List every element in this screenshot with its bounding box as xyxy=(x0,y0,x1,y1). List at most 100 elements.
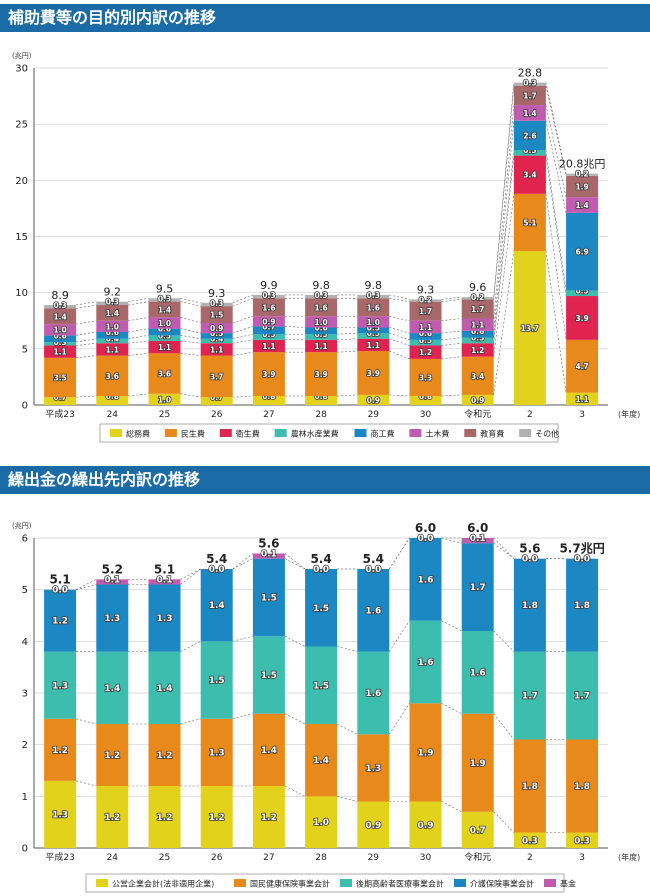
chart1-y-tick-label: 25 xyxy=(15,120,28,131)
chart2-connector-line xyxy=(493,542,515,559)
chart2-connector-line xyxy=(76,584,97,590)
chart1-connector-line xyxy=(389,297,410,302)
chart1-segment-label: 0.2 xyxy=(471,293,484,302)
chart2-bar-segment-0-7 xyxy=(409,801,442,848)
chart1-bar-segment-0-3 xyxy=(200,397,233,405)
chart2-segment-label: 1.7 xyxy=(522,692,538,702)
chart2-bar-segment-2-6 xyxy=(357,651,390,735)
chart1-connector-line xyxy=(180,328,201,334)
chart2-segment-label: 1.4 xyxy=(209,601,225,611)
chart2-segment-label: 1.7 xyxy=(574,692,590,702)
chart1-bar-segment-1-4 xyxy=(252,352,285,397)
chart1-connector-line xyxy=(493,155,515,344)
chart1-bar-segment-6-9 xyxy=(513,85,546,106)
chart2-segment-label: 0.1 xyxy=(104,575,120,585)
chart1-segment-label: 0.9 xyxy=(262,317,275,326)
chart1-segment-label: 3.5 xyxy=(53,373,66,382)
chart1-segment-label: 0.2 xyxy=(419,295,432,304)
chart1-segment-label: 0.5 xyxy=(575,286,588,295)
chart2-bar-segment-3-4 xyxy=(252,558,285,637)
chart2-total-label: 5.4 xyxy=(310,552,331,566)
chart1-segment-label: 13.7 xyxy=(521,324,540,333)
chart1-connector-line xyxy=(232,395,253,398)
chart1-bar-segment-2-7 xyxy=(409,345,442,359)
chart1-bar-segment-4-3 xyxy=(200,333,233,339)
chart2-legend-swatch-1 xyxy=(234,879,246,887)
chart1-bar-segment-0-1 xyxy=(96,396,129,405)
chart1-y-tick-label: 30 xyxy=(15,64,28,75)
chart1-bar-segment-7-8 xyxy=(461,297,494,300)
chart1-connector-line xyxy=(284,326,306,328)
chart2-legend-swatch-2 xyxy=(340,879,352,887)
chart2-total-label: 5.6 xyxy=(258,537,279,551)
chart2-segment-label: 1.3 xyxy=(157,614,173,624)
chart1-x-tick-label: 26 xyxy=(211,410,223,420)
chart1-segment-label: 0.7 xyxy=(53,393,66,402)
chart2-bar-segment-3-1 xyxy=(96,584,129,652)
chart1-bar-segment-0-7 xyxy=(409,396,442,405)
chart2-connector-line xyxy=(441,537,462,544)
chart2-segment-label: 1.5 xyxy=(261,593,277,603)
chart2-x-tick-label: 2 xyxy=(527,853,533,863)
chart2-bar-segment-3-2 xyxy=(148,584,181,652)
chart1-segment-label: 0.5 xyxy=(471,334,484,343)
chart1-connector-line xyxy=(545,193,567,340)
chart1-bar-segment-3-7 xyxy=(409,339,442,346)
chart1-connector-line xyxy=(232,298,254,307)
chart1-bar-segment-3-8 xyxy=(461,337,494,344)
chart2-connector-line xyxy=(284,553,306,570)
chart2-y-tick-label: 0 xyxy=(22,844,28,855)
chart1-segment-label: 3.9 xyxy=(314,370,327,379)
chart1-bar-segment-1-10 xyxy=(566,339,599,393)
chart1-segment-label: 0.5 xyxy=(210,329,223,338)
chart1-connector-line xyxy=(128,340,149,344)
chart1-bar-segment-2-9 xyxy=(513,155,546,194)
chart1-connector-line xyxy=(76,342,97,346)
chart1-legend-swatch-3 xyxy=(274,429,287,437)
chart2-connector-line xyxy=(493,537,515,559)
chart1-bar-segment-6-1 xyxy=(96,305,129,321)
chart1-connector-line xyxy=(128,317,149,322)
chart1-bar-segment-6-8 xyxy=(461,299,494,319)
chart1-total-label: 9.9 xyxy=(260,279,278,292)
chart1-connector-line xyxy=(232,333,253,340)
chart1-segment-label: 0.6 xyxy=(158,325,171,334)
chart1-bar-segment-2-5 xyxy=(305,339,338,353)
chart1-total-label: 9.2 xyxy=(104,286,122,299)
chart1-total-label: 9.5 xyxy=(156,282,174,295)
chart2-bar-segment-3-10 xyxy=(566,558,599,652)
chart1-bar-segment-0-0 xyxy=(44,397,77,405)
chart2-legend-swatch-4 xyxy=(544,879,556,887)
chart2-segment-label: 0.3 xyxy=(522,836,538,846)
chart2-segment-label: 0.0 xyxy=(574,555,590,565)
chart2-segment-label: 1.3 xyxy=(209,748,225,758)
chart2-segment-label: 1.4 xyxy=(313,756,329,766)
chart1-connector-line xyxy=(441,342,462,346)
chart1-segment-label: 1.4 xyxy=(53,312,66,321)
chart1-bar-segment-5-2 xyxy=(148,317,181,329)
chart2-connector-line xyxy=(232,553,254,570)
chart1-y-tick-label: 15 xyxy=(15,232,28,243)
chart2-bar-segment-2-5 xyxy=(305,646,338,724)
chart1-segment-label: 1.6 xyxy=(367,303,380,312)
chart1-segment-label: 0.2 xyxy=(575,170,588,179)
chart2-bar-segment-1-0 xyxy=(44,718,77,781)
chart2-segment-label: 0.1 xyxy=(261,550,277,560)
chart1-connector-line xyxy=(232,351,253,356)
chart1-connector-line xyxy=(441,318,462,322)
chart1-segment-label: 0.3 xyxy=(53,338,66,347)
chart1-bar-segment-3-0 xyxy=(44,342,77,346)
chart1-segment-label: 3.3 xyxy=(419,373,432,382)
chart1-connector-line xyxy=(337,394,358,397)
chart2-connector-line xyxy=(284,713,306,725)
chart1-connector-line xyxy=(232,315,253,324)
chart1-segment-label: 1.0 xyxy=(367,318,380,327)
chart2-bar-segment-2-4 xyxy=(252,636,285,714)
chart1-bar-segment-1-5 xyxy=(305,352,338,397)
chart1-legend-swatch-4 xyxy=(354,429,367,437)
chart1-total-label: 9.3 xyxy=(208,287,226,300)
chart1-segment-label: 1.1 xyxy=(575,395,588,404)
chart2-segment-label: 0.9 xyxy=(365,821,381,831)
chart2-segment-label: 1.8 xyxy=(574,782,590,792)
chart1-segment-label: 1.1 xyxy=(158,343,171,352)
